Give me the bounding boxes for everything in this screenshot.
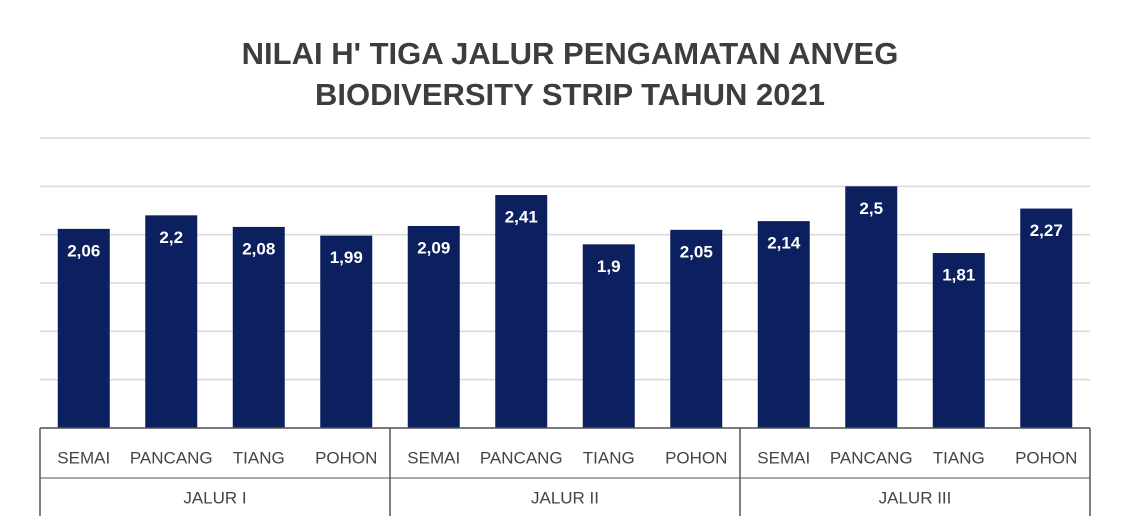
bar xyxy=(670,229,723,428)
value-label: 1,99 xyxy=(330,248,363,267)
value-label: 2,5 xyxy=(859,199,883,218)
value-label: 2,27 xyxy=(1030,221,1063,240)
x-tick-label: TIANG xyxy=(233,448,285,467)
bar xyxy=(757,221,810,428)
x-tick-label: POHON xyxy=(665,448,727,467)
bar xyxy=(407,225,460,428)
x-tick-label: PANCANG xyxy=(830,448,913,467)
group-label: JALUR III xyxy=(879,488,952,507)
x-tick-label: POHON xyxy=(315,448,377,467)
value-label: 2,14 xyxy=(767,234,801,253)
x-tick-label: PANCANG xyxy=(480,448,563,467)
bar xyxy=(57,228,110,428)
x-tick-label: SEMAI xyxy=(57,448,110,467)
bar xyxy=(932,253,985,428)
group-label: JALUR II xyxy=(531,488,599,507)
group-label: JALUR I xyxy=(183,488,246,507)
bar xyxy=(845,186,898,428)
bar xyxy=(1020,208,1073,428)
value-label: 1,9 xyxy=(597,257,621,276)
chart-title: BIODIVERSITY STRIP TAHUN 2021 xyxy=(315,77,825,112)
value-label: 2,41 xyxy=(505,208,538,227)
bar xyxy=(495,195,548,428)
value-label: 2,05 xyxy=(680,242,713,261)
bar xyxy=(320,235,373,428)
bar xyxy=(232,226,285,428)
value-label: 2,08 xyxy=(242,239,275,258)
x-tick-label: TIANG xyxy=(933,448,985,467)
x-tick-label: POHON xyxy=(1015,448,1077,467)
bar xyxy=(145,215,198,428)
chart-title: NILAI H' TIGA JALUR PENGAMATAN ANVEG xyxy=(242,36,899,71)
value-label: 2,09 xyxy=(417,238,450,257)
value-label: 2,06 xyxy=(67,241,100,260)
bar xyxy=(582,244,635,428)
value-label: 1,81 xyxy=(942,266,975,285)
x-tick-label: SEMAI xyxy=(407,448,460,467)
value-label: 2,2 xyxy=(159,228,183,247)
x-tick-label: SEMAI xyxy=(757,448,810,467)
x-tick-label: TIANG xyxy=(583,448,635,467)
x-tick-label: PANCANG xyxy=(130,448,213,467)
